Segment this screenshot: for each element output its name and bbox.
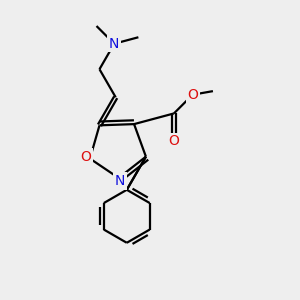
- Text: N: N: [115, 174, 125, 188]
- Text: N: N: [109, 37, 119, 51]
- Text: O: O: [80, 150, 91, 164]
- Text: O: O: [187, 88, 198, 102]
- Text: O: O: [169, 134, 179, 148]
